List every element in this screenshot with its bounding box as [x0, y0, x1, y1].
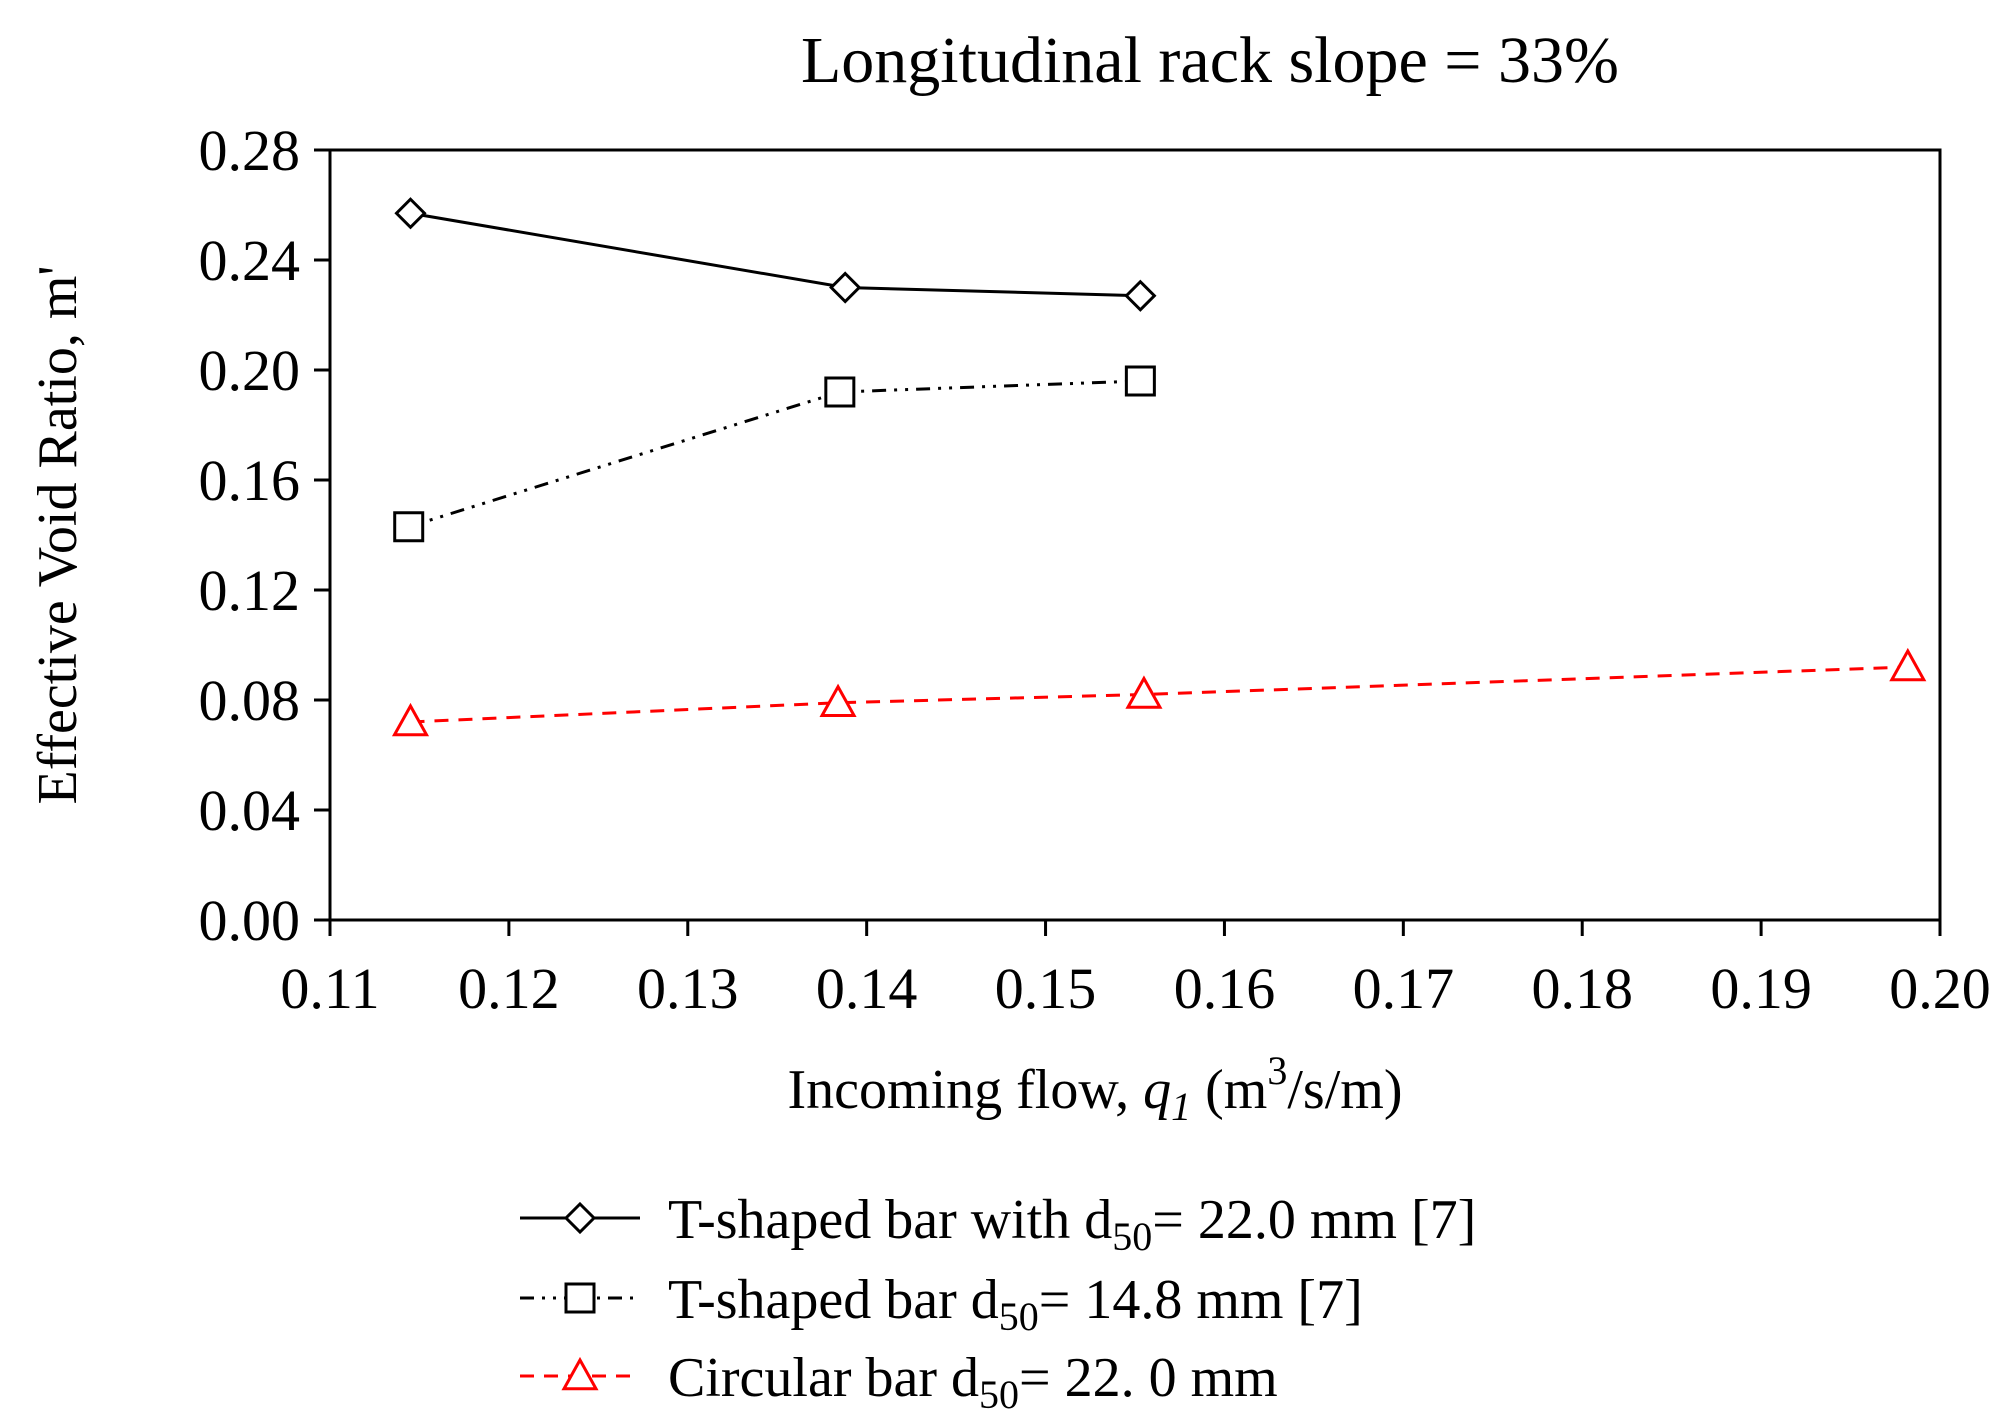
x-axis-title-variable: q	[1143, 1059, 1171, 1121]
legend-label-rest: = 22. 0 mm	[1019, 1347, 1278, 1409]
legend-marker-3	[561, 1356, 599, 1391]
legend-marker-1	[563, 1201, 597, 1235]
y-axis: 0.00 0.04 0.08 0.12 0.16 0.20 0.24 0.28	[199, 118, 330, 953]
series-3-point	[1889, 647, 1927, 682]
y-tick-label: 0.12	[199, 558, 301, 623]
series-3-point	[819, 683, 857, 718]
series-1-point	[829, 271, 862, 304]
series-3-point	[391, 702, 430, 737]
legend-label-2: T-shaped bar d50= 14.8 mm [7]	[668, 1269, 1363, 1339]
x-axis-title-unit-open: (m	[1191, 1059, 1267, 1121]
y-tick-label: 0.04	[199, 778, 301, 843]
x-tick-label: 0.12	[458, 956, 560, 1021]
legend-marker-2	[564, 1282, 596, 1314]
plot-area	[328, 148, 1942, 922]
x-tick-label: 0.17	[1353, 956, 1455, 1021]
y-axis-title: Effective Void Ratio, m'	[27, 266, 89, 805]
y-tick-label: 0.28	[199, 118, 301, 183]
x-axis-title-prefix: Incoming flow,	[788, 1059, 1144, 1121]
legend-label-sub: 50	[1112, 1214, 1152, 1259]
legend-label-3: Circular bar d50= 22. 0 mm	[668, 1347, 1278, 1417]
y-tick-label: 0.16	[199, 448, 301, 513]
x-tick-label: 0.19	[1710, 956, 1812, 1021]
series-1-point	[1124, 279, 1157, 312]
y-tick-label: 0.20	[199, 338, 301, 403]
x-tick-label: 0.15	[995, 956, 1097, 1021]
x-axis-title: Incoming flow, q1 (m3/s/m)	[788, 1048, 1403, 1129]
legend-label-main: T-shaped bar with	[668, 1189, 1084, 1251]
y-tick-label: 0.08	[199, 668, 301, 733]
x-axis: 0.11 0.12 0.13 0.14 0.15 0.16 0.17 0.18 0.19 0.20	[280, 920, 1991, 1021]
legend-label-sub: 50	[979, 1372, 1019, 1417]
legend-label-main: T-shaped bar	[668, 1269, 971, 1331]
x-tick-label: 0.18	[1531, 956, 1633, 1021]
chart-title: Longitudinal rack slope = 33%	[801, 24, 1619, 97]
x-tick-label: 0.14	[816, 956, 918, 1021]
x-axis-title-unit-close: /s/m)	[1287, 1059, 1402, 1121]
series-line-2	[408, 379, 1141, 529]
series-1-point	[394, 197, 427, 230]
legend: T-shaped bar with d50= 22.0 mm [7]T-shap…	[520, 1189, 1476, 1417]
legend-label-d: d	[971, 1269, 999, 1331]
x-tick-label: 0.16	[1174, 956, 1276, 1021]
legend-label-main: Circular bar	[668, 1347, 951, 1409]
series-2-point	[1124, 365, 1156, 397]
series-lines	[408, 211, 1908, 724]
legend-label-rest: = 14.8 mm [7]	[1039, 1269, 1363, 1331]
series-line-1	[410, 211, 1141, 298]
x-tick-label: 0.20	[1889, 956, 1991, 1021]
legend-label-d: d	[1084, 1189, 1112, 1251]
legend-label-sub: 50	[999, 1294, 1039, 1339]
x-tick-label: 0.13	[637, 956, 739, 1021]
y-tick-label: 0.24	[199, 228, 301, 293]
legend-label-d: d	[951, 1347, 979, 1409]
series-line-3	[410, 665, 1908, 724]
legend-label-1: T-shaped bar with d50= 22.0 mm [7]	[668, 1189, 1476, 1259]
series-2-point	[393, 511, 425, 543]
y-tick-label: 0.00	[199, 888, 301, 953]
series-3-point	[1125, 675, 1163, 709]
series-2-point	[824, 376, 856, 408]
legend-label-rest: = 22.0 mm [7]	[1152, 1189, 1476, 1251]
series-markers	[391, 197, 1927, 737]
x-axis-title-unit-sup: 3	[1267, 1048, 1287, 1093]
x-axis-title-variable-sub: 1	[1171, 1084, 1191, 1129]
x-tick-label: 0.11	[280, 956, 379, 1021]
